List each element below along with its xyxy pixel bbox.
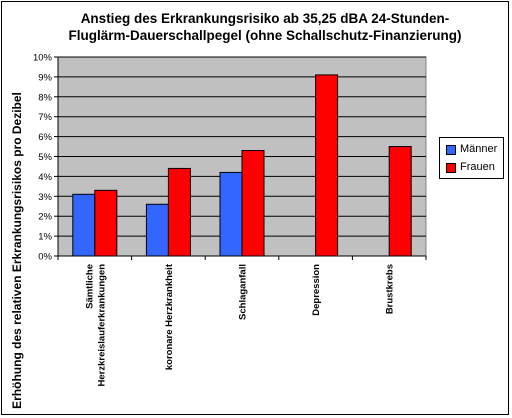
legend-swatch-series-1 (446, 145, 456, 155)
bar-series-2-cat-3 (241, 150, 265, 257)
y-tick-label: 1% (38, 232, 52, 243)
bar-series-2-cat-2 (167, 167, 191, 257)
y-tick-label: 9% (38, 72, 52, 83)
y-tick-labels: 0% 1% 2% 3% 4% 5% 6% 7% 8% 9% 10% (33, 53, 53, 263)
chart-title-line1: Anstieg des Erkrankungsrisiko ab 35,25 d… (80, 11, 450, 26)
y-tick-label: 3% (38, 192, 52, 203)
x-category-labels: Sämtliche Herzkreislauferkrankungen korona… (84, 263, 395, 386)
legend: Männer Frauen (439, 137, 504, 179)
x-category-label: Schlaganfall (238, 264, 249, 320)
legend-label-series-2: Frauen (460, 161, 495, 173)
chart-title: Anstieg des Erkrankungsrisiko ab 35,25 d… (60, 10, 470, 44)
x-category-label: Brustkrebs (385, 264, 396, 314)
y-tick-label: 10% (33, 53, 53, 64)
bar-series-2-cat-5 (388, 146, 412, 257)
y-tick-label: 5% (38, 152, 52, 163)
y-tick-label: 4% (38, 172, 52, 183)
y-tick-label: 2% (38, 212, 52, 223)
x-category-label: koronare Herzkrankheit (164, 263, 175, 370)
y-tick-label: 0% (38, 252, 52, 263)
bar-series-1-cat-1 (72, 193, 96, 257)
axes (54, 56, 427, 260)
legend-label-series-1: Männer (460, 143, 498, 155)
x-category-label: Depression (311, 264, 322, 316)
chart-title-line2: Fluglärm-Dauerschallpegel (ohne Schallsc… (68, 28, 462, 43)
bar-series-1-cat-3 (219, 171, 243, 257)
y-axis-label: Erhöhung des relativen Erkrankungsrisiko… (10, 92, 24, 409)
bar-series-2-cat-1 (94, 189, 118, 257)
bar-series-2-cat-4 (315, 74, 339, 257)
y-tick-label: 6% (38, 132, 52, 143)
y-tick-label: 7% (38, 112, 52, 123)
bar-series-1-cat-2 (145, 203, 169, 257)
x-category-label: Herzkreislauferkrankungen (96, 264, 107, 387)
x-category-label: Sämtliche (84, 264, 95, 309)
legend-swatch-series-2 (446, 163, 456, 173)
y-tick-label: 8% (38, 92, 52, 103)
bars (72, 74, 412, 257)
